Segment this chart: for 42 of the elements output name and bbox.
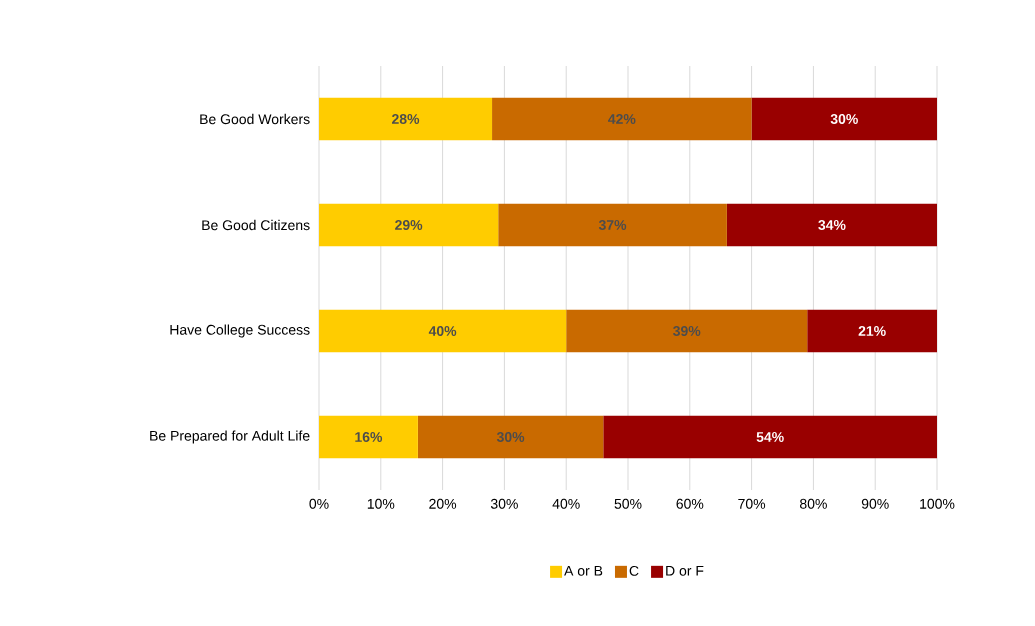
data-label: 40% [428,326,457,336]
bar [319,309,567,353]
bar [566,309,808,353]
x-tick-label: 80% [800,498,827,509]
x-tick-label: 40% [552,498,580,509]
y-tick-label: Be Good Workers [200,113,310,125]
bar [498,203,727,247]
x-tick-label: 30% [490,498,518,509]
legend-label: D or F [666,565,704,576]
legend-label: A or B [564,565,603,576]
data-label: 29% [395,220,423,230]
x-tick-label: 50% [614,498,642,509]
x-tick-label: 10% [367,498,395,509]
data-label: 54% [756,432,784,442]
data-label: 28% [392,114,420,124]
bar [807,309,938,353]
bar [492,97,752,141]
data-label: 42% [608,114,636,124]
bar [751,97,938,141]
y-tick-label: Be Prepared for Adult Life [150,430,310,444]
x-tick-label: 100% [920,498,955,509]
bar [603,415,938,459]
data-label: 34% [818,220,846,230]
y-tick-label: Be Good Citizens [202,219,310,231]
x-tick-label: 90% [861,498,889,509]
data-label: 37% [598,220,627,230]
bar [319,97,493,141]
y-tick-label: Have College Success [170,324,310,338]
bar [319,203,499,247]
data-label: 30% [496,432,525,442]
bar [417,415,604,459]
x-tick-label: 60% [676,498,704,509]
bar [726,203,938,247]
data-label: 21% [858,326,886,336]
data-label: 16% [355,432,383,442]
x-tick-label: 20% [429,498,457,509]
data-label: 39% [673,326,701,336]
legend-label: C [629,565,639,576]
bar [319,415,418,459]
data-label: 30% [830,114,858,124]
x-tick-label: 70% [738,498,766,509]
x-tick-label: 0% [309,498,329,509]
